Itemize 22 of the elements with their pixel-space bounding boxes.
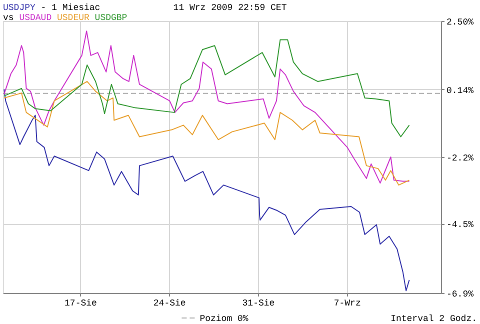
text: USDAUD [19,13,52,23]
x-tick-label: 17-Sie [64,298,97,308]
line-series [4,88,410,292]
text: Interval 2 Godz. [390,314,477,324]
x-tick-label: 31-Sie [242,298,275,308]
y-tick-label: -2.2% [446,154,474,164]
y-tick-label: 0.14% [446,86,474,96]
legend-label: Poziom 0% [200,314,249,324]
y-tick-label: 2.50% [446,18,474,28]
legend-title: vs [3,13,14,23]
line-series [4,30,410,184]
text: USDEUR [57,13,90,23]
chart-title: 11 Wrz 2009 22:59 CET [173,3,288,13]
text: USDJPY [3,3,36,13]
text: USDGBP [94,13,128,23]
y-tick-label: -4.5% [446,220,474,230]
line-series [4,80,410,186]
chart-subtitle: - 1 Miesiac [40,3,100,13]
y-tick-label: -6.9% [446,290,474,300]
line-series [4,39,410,138]
x-tick-label: 24-Sie [153,298,186,308]
x-tick-label: 7-Wrz [334,298,361,308]
